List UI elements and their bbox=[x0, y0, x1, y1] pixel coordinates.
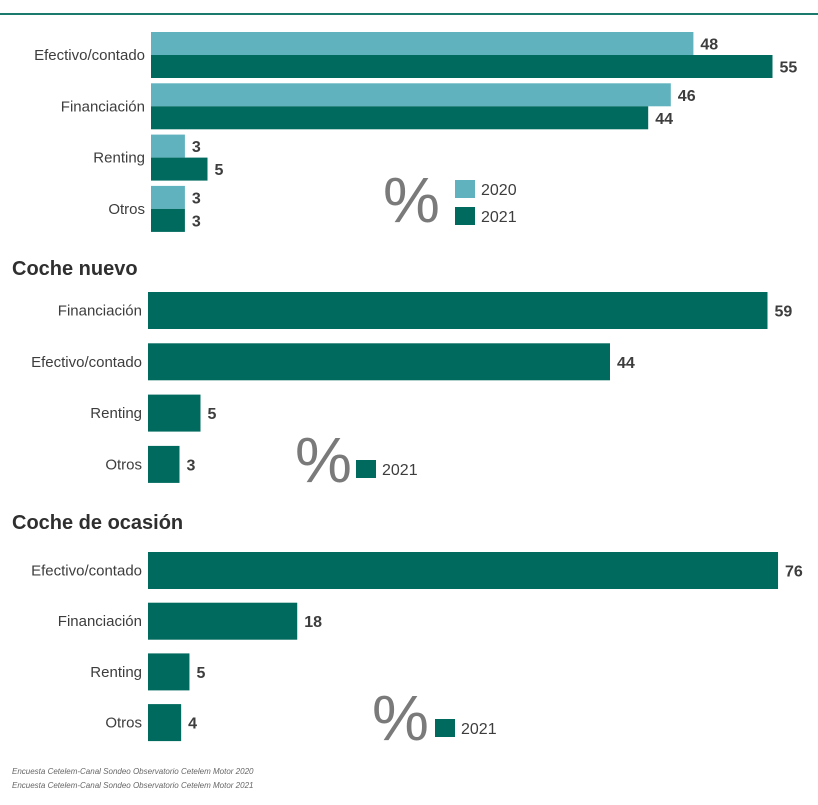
bar bbox=[151, 208, 185, 232]
category-label: Financiación bbox=[61, 98, 145, 115]
category-label: Efectivo/contado bbox=[34, 47, 145, 64]
bar bbox=[151, 32, 694, 55]
value-label: 44 bbox=[655, 111, 673, 128]
value-label: 44 bbox=[617, 355, 635, 372]
legend-swatch bbox=[455, 207, 475, 225]
value-label: 5 bbox=[208, 406, 217, 423]
bar bbox=[148, 552, 779, 589]
category-label: Renting bbox=[93, 150, 145, 167]
percent-symbol: % bbox=[383, 164, 440, 236]
bar bbox=[148, 394, 201, 432]
value-label: 5 bbox=[215, 162, 224, 179]
legend-label: 2021 bbox=[382, 462, 418, 479]
category-label: Renting bbox=[90, 664, 142, 681]
value-label: 59 bbox=[775, 304, 793, 321]
category-label: Efectivo/contado bbox=[31, 563, 142, 580]
chart-title-coche-ocasion: Coche de ocasión bbox=[12, 512, 184, 534]
value-label: 18 bbox=[304, 614, 322, 631]
value-label: 48 bbox=[700, 37, 718, 54]
bar bbox=[151, 185, 185, 209]
bar bbox=[151, 134, 185, 158]
bar bbox=[148, 445, 180, 483]
bar bbox=[148, 602, 298, 640]
value-label: 3 bbox=[192, 213, 201, 230]
legend-label: 2021 bbox=[481, 209, 517, 226]
bar bbox=[151, 55, 773, 78]
category-label: Otros bbox=[108, 201, 145, 218]
bar bbox=[148, 653, 190, 691]
legend-label: 2020 bbox=[481, 182, 517, 199]
value-label: 3 bbox=[192, 139, 201, 156]
category-label: Efectivo/contado bbox=[31, 354, 142, 371]
value-label: 46 bbox=[678, 88, 696, 105]
percent-symbol: % bbox=[295, 424, 352, 496]
bar bbox=[148, 292, 768, 329]
category-label: Otros bbox=[105, 715, 142, 732]
value-label: 55 bbox=[780, 60, 798, 77]
category-label: Financiación bbox=[58, 613, 142, 630]
value-label: 3 bbox=[192, 190, 201, 207]
value-label: 3 bbox=[187, 457, 196, 474]
legend-label: 2021 bbox=[461, 721, 497, 738]
bar bbox=[151, 157, 208, 181]
legend-swatch bbox=[356, 460, 376, 478]
bar bbox=[151, 83, 671, 107]
footnote-1: Encuesta Cetelem-Canal Sondeo Observator… bbox=[12, 767, 254, 776]
percent-symbol: % bbox=[372, 682, 429, 754]
legend-swatch bbox=[455, 180, 475, 198]
top-rule bbox=[0, 13, 818, 15]
legend-swatch bbox=[435, 719, 455, 737]
chart-title-coche-nuevo: Coche nuevo bbox=[12, 258, 138, 280]
value-label: 5 bbox=[196, 665, 205, 682]
value-label: 4 bbox=[188, 716, 197, 733]
bar bbox=[151, 106, 649, 130]
value-label: 76 bbox=[785, 564, 803, 581]
category-label: Otros bbox=[105, 456, 142, 473]
category-label: Financiación bbox=[58, 303, 142, 320]
bar bbox=[148, 704, 182, 742]
category-label: Renting bbox=[90, 405, 142, 422]
footnote-2: Encuesta Cetelem-Canal Sondeo Observator… bbox=[12, 781, 254, 790]
bar bbox=[148, 343, 610, 381]
